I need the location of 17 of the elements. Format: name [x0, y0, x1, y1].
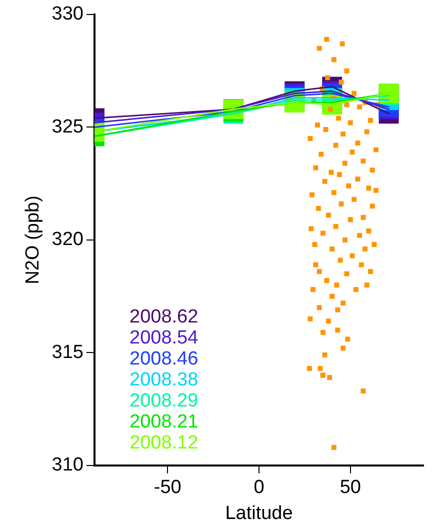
text: 2008.46: [130, 348, 198, 370]
y-tick-label: 310: [52, 454, 84, 476]
x-tick-label: 0: [254, 477, 264, 498]
y-tick-label: 320: [52, 229, 84, 250]
y-tick-label: 325: [52, 116, 84, 138]
text: 2008.29: [130, 390, 198, 412]
text: 2008.38: [130, 370, 198, 391]
text: 2008.21: [130, 412, 198, 433]
text: 2008.62: [130, 306, 198, 328]
text: 2008.12: [130, 432, 198, 454]
y-axis-title: N2O (ppb): [22, 196, 44, 284]
y-tick-label: 315: [52, 342, 84, 363]
x-tick-label: 50: [340, 477, 361, 498]
text: 2008.54: [130, 328, 199, 349]
y-tick-label: 330: [52, 4, 84, 25]
x-axis-title: Latitude: [225, 502, 293, 524]
x-tick-label: -50: [154, 477, 182, 498]
